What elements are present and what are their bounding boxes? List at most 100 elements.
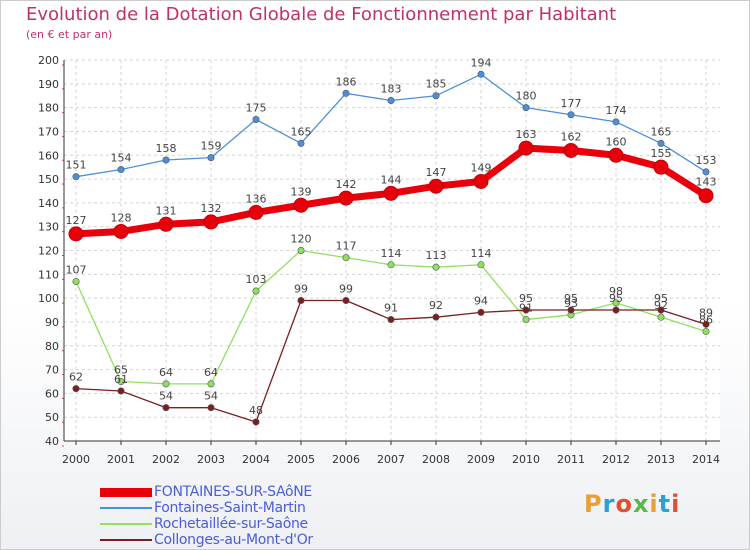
data-point bbox=[158, 216, 174, 232]
data-label: 107 bbox=[66, 263, 87, 276]
data-point bbox=[522, 104, 530, 112]
y-tick-label: 120 bbox=[38, 245, 59, 258]
data-label: 162 bbox=[561, 130, 582, 143]
x-tick-label: 2002 bbox=[152, 453, 180, 466]
data-label: 185 bbox=[426, 78, 447, 91]
y-tick-label: 130 bbox=[38, 221, 59, 234]
data-point bbox=[522, 306, 530, 314]
y-tick-label: 90 bbox=[45, 316, 59, 329]
data-label: 92 bbox=[654, 299, 668, 312]
legend-swatch bbox=[100, 523, 152, 525]
data-point bbox=[342, 89, 350, 97]
data-point bbox=[293, 197, 309, 213]
data-label: 117 bbox=[336, 240, 357, 253]
data-label: 113 bbox=[426, 249, 447, 262]
data-label: 177 bbox=[561, 97, 582, 110]
data-point bbox=[522, 316, 530, 324]
data-point bbox=[113, 223, 129, 239]
data-point bbox=[248, 204, 264, 220]
data-label: 94 bbox=[474, 294, 488, 307]
data-label: 128 bbox=[111, 211, 132, 224]
data-point bbox=[252, 116, 260, 124]
x-tick-label: 2000 bbox=[62, 453, 90, 466]
y-tick-label: 80 bbox=[45, 340, 59, 353]
y-tick-label: 60 bbox=[45, 387, 59, 400]
legend-swatch bbox=[100, 487, 152, 497]
y-tick-label: 180 bbox=[38, 102, 59, 115]
x-tick-label: 2011 bbox=[557, 453, 585, 466]
data-label: 186 bbox=[336, 75, 357, 88]
chart-title: Evolution de la Dotation Globale de Fonc… bbox=[26, 4, 617, 25]
data-label: 139 bbox=[291, 185, 312, 198]
legend-item[interactable]: Collonges-au-Mont-d'Or bbox=[100, 532, 313, 548]
y-tick-label: 100 bbox=[38, 292, 59, 305]
data-point bbox=[698, 188, 714, 204]
data-point bbox=[653, 159, 669, 175]
data-point bbox=[432, 263, 440, 271]
legend-item[interactable]: Fontaines-Saint-Martin bbox=[100, 500, 313, 516]
data-point bbox=[563, 142, 579, 158]
y-tick-label: 190 bbox=[38, 78, 59, 91]
data-label: 158 bbox=[156, 142, 177, 155]
data-label: 174 bbox=[606, 104, 627, 117]
y-tick-label: 140 bbox=[38, 197, 59, 210]
legend-item[interactable]: FONTAINES-SUR-SAôNE bbox=[100, 484, 313, 500]
legend-swatch bbox=[100, 507, 152, 509]
data-label: 183 bbox=[381, 82, 402, 95]
data-label: 61 bbox=[114, 373, 128, 386]
data-point bbox=[72, 173, 80, 181]
data-point bbox=[567, 306, 575, 314]
data-label: 143 bbox=[696, 176, 717, 189]
y-tick-label: 150 bbox=[38, 173, 59, 186]
data-point bbox=[297, 297, 305, 305]
legend-label: FONTAINES-SUR-SAôNE bbox=[154, 484, 312, 500]
y-tick-label: 200 bbox=[38, 54, 59, 67]
data-point bbox=[657, 306, 665, 314]
data-label: 65 bbox=[114, 363, 128, 376]
legend: FONTAINES-SUR-SAôNE Fontaines-Saint-Mart… bbox=[100, 484, 313, 548]
data-label: 89 bbox=[699, 306, 713, 319]
data-point bbox=[387, 316, 395, 324]
data-label: 95 bbox=[564, 292, 578, 305]
data-point bbox=[477, 308, 485, 316]
legend-swatch bbox=[100, 539, 152, 541]
data-point bbox=[612, 118, 620, 126]
data-point bbox=[608, 147, 624, 163]
data-label: 93 bbox=[564, 297, 578, 310]
legend-item[interactable]: Rochetaillée-sur-Saône bbox=[100, 516, 313, 532]
data-label: 95 bbox=[519, 292, 533, 305]
data-point bbox=[387, 261, 395, 269]
data-point bbox=[162, 156, 170, 164]
data-label: 144 bbox=[381, 173, 402, 186]
data-point bbox=[338, 190, 354, 206]
data-point bbox=[432, 92, 440, 100]
y-tick-label: 50 bbox=[45, 411, 59, 424]
data-point bbox=[657, 313, 665, 321]
data-label: 92 bbox=[429, 299, 443, 312]
data-label: 127 bbox=[66, 214, 87, 227]
data-point bbox=[117, 166, 125, 174]
data-point bbox=[702, 168, 710, 176]
data-point bbox=[383, 185, 399, 201]
data-label: 153 bbox=[696, 154, 717, 167]
data-label: 165 bbox=[291, 125, 312, 138]
data-point bbox=[477, 261, 485, 269]
data-point bbox=[68, 226, 84, 242]
data-point bbox=[297, 139, 305, 147]
data-point bbox=[117, 387, 125, 395]
data-label: 160 bbox=[606, 135, 627, 148]
data-label: 95 bbox=[654, 292, 668, 305]
x-tick-label: 2010 bbox=[512, 453, 540, 466]
data-point bbox=[612, 306, 620, 314]
x-tick-label: 2009 bbox=[467, 453, 495, 466]
x-tick-label: 2013 bbox=[647, 453, 675, 466]
data-label: 154 bbox=[111, 152, 132, 165]
data-label: 48 bbox=[249, 404, 263, 417]
data-point bbox=[117, 377, 125, 385]
data-label: 64 bbox=[159, 366, 173, 379]
data-label: 175 bbox=[246, 102, 267, 115]
data-point bbox=[207, 380, 215, 388]
data-point bbox=[342, 254, 350, 262]
data-point bbox=[657, 139, 665, 147]
data-label: 131 bbox=[156, 204, 177, 217]
